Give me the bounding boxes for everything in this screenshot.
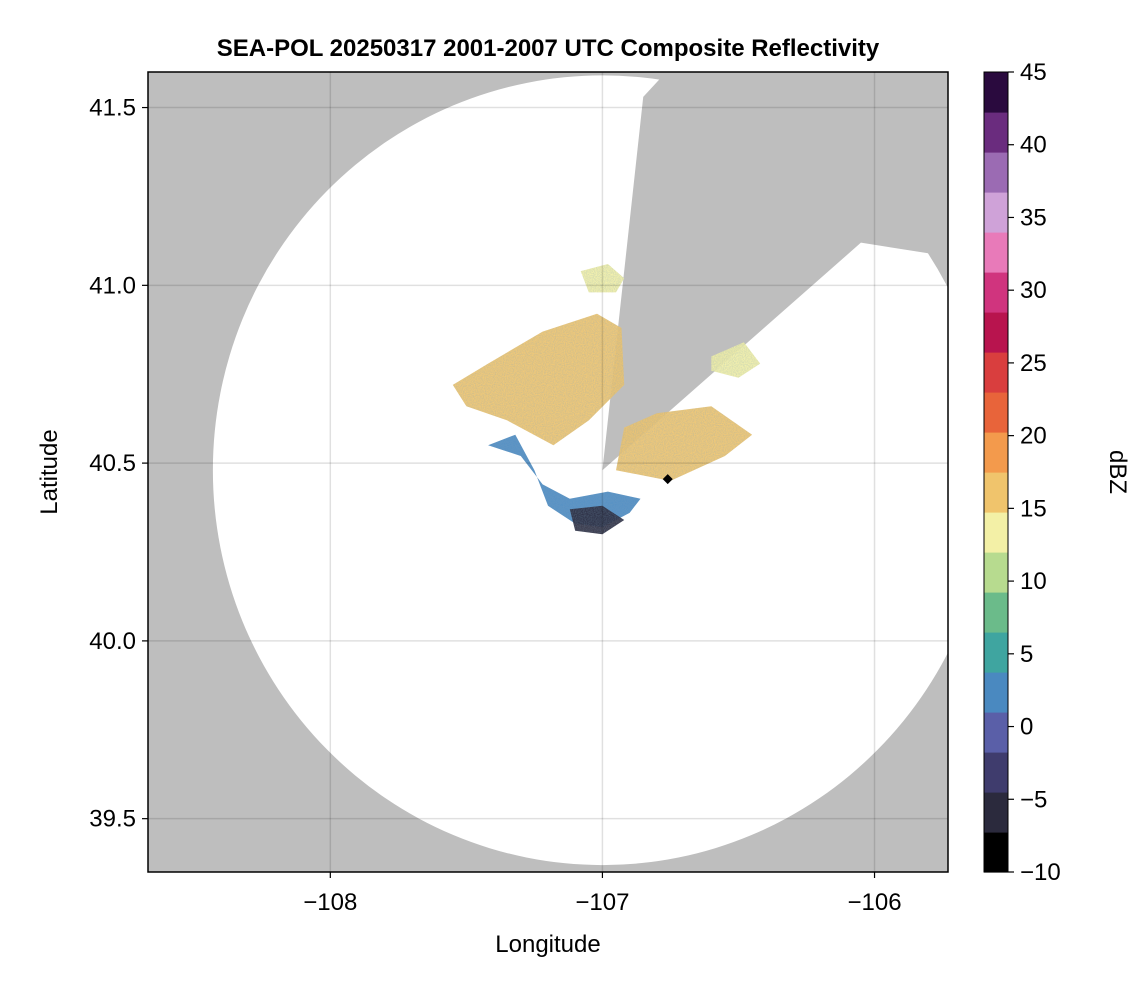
plot-frame <box>147 71 949 873</box>
echo-texture-east-lobe <box>616 406 753 481</box>
echo-texture-north-cell <box>580 264 625 293</box>
colorbar-swatch <box>984 392 1008 433</box>
colorbar-tick-label: −10 <box>1020 859 1061 886</box>
colorbar-swatch <box>984 592 1008 633</box>
colorbar-swatch <box>984 192 1008 233</box>
colorbar-swatch <box>984 112 1008 153</box>
colorbar-tick-label: −5 <box>1020 786 1047 813</box>
y-tick-label: 40.0 <box>89 628 136 655</box>
colorbar-tick-label: 30 <box>1020 277 1047 304</box>
echo-texture-north-lobe <box>452 313 625 446</box>
colorbar-swatch <box>984 232 1008 273</box>
colorbar-tick-label: 0 <box>1020 714 1033 741</box>
colorbar-swatch <box>984 752 1008 793</box>
chart-title: SEA-POL 20250317 2001-2007 UTC Composite… <box>217 35 880 62</box>
colorbar-swatch <box>984 432 1008 473</box>
colorbar-label: dBZ <box>1104 450 1131 494</box>
x-tick-label: −108 <box>303 889 357 916</box>
y-tick-label: 41.5 <box>89 95 136 122</box>
colorbar-tick-label: 45 <box>1020 59 1047 86</box>
colorbar-swatch <box>984 312 1008 353</box>
colorbar-swatch <box>984 832 1008 873</box>
echo-texture-southwest-arc <box>488 434 641 528</box>
colorbar-ticks: −10 −5 0 5 10 15 20 25 30 35 40 45 <box>1008 59 1061 886</box>
colorbar-tick-label: 35 <box>1020 204 1047 231</box>
colorbar-swatch <box>984 352 1008 393</box>
colorbar-tick-label: 10 <box>1020 568 1047 595</box>
colorbar-swatch <box>984 792 1008 833</box>
y-axis-ticks: 39.5 40.0 40.5 41.0 41.5 <box>89 95 148 833</box>
colorbar-swatch <box>984 552 1008 593</box>
blocked-sector <box>602 72 948 471</box>
colorbar-tick-label: 15 <box>1020 495 1047 522</box>
colorbar-tick-label: 25 <box>1020 350 1047 377</box>
echo-texture-east-cells <box>711 342 761 378</box>
colorbar-frame <box>983 71 1009 873</box>
colorbar-tick-label: 20 <box>1020 423 1047 450</box>
x-axis-ticks: −108 −107 −106 <box>303 872 902 916</box>
y-tick-label: 41.0 <box>89 272 136 299</box>
x-axis-label: Longitude <box>495 931 600 958</box>
echo-texture-south-core <box>569 505 625 535</box>
colorbar-swatch <box>984 672 1008 713</box>
colorbar-swatch <box>984 512 1008 553</box>
colorbar-tick-label: 5 <box>1020 641 1033 668</box>
colorbar <box>983 71 1009 873</box>
radar-site-marker <box>662 474 673 485</box>
colorbar-swatch <box>984 72 1008 113</box>
x-tick-label: −107 <box>575 889 629 916</box>
plot-area <box>148 72 948 872</box>
y-tick-label: 39.5 <box>89 806 136 833</box>
y-tick-label: 40.5 <box>89 450 136 477</box>
colorbar-tick-label: 40 <box>1020 132 1047 159</box>
x-tick-label: −106 <box>847 889 901 916</box>
colorbar-swatch <box>984 152 1008 193</box>
colorbar-swatch <box>984 472 1008 513</box>
colorbar-swatch <box>984 632 1008 673</box>
colorbar-swatch <box>984 712 1008 753</box>
reflectivity-echoes <box>452 264 761 535</box>
y-axis-label: Latitude <box>36 429 63 514</box>
grid-lines <box>148 72 948 872</box>
colorbar-swatch <box>984 272 1008 313</box>
